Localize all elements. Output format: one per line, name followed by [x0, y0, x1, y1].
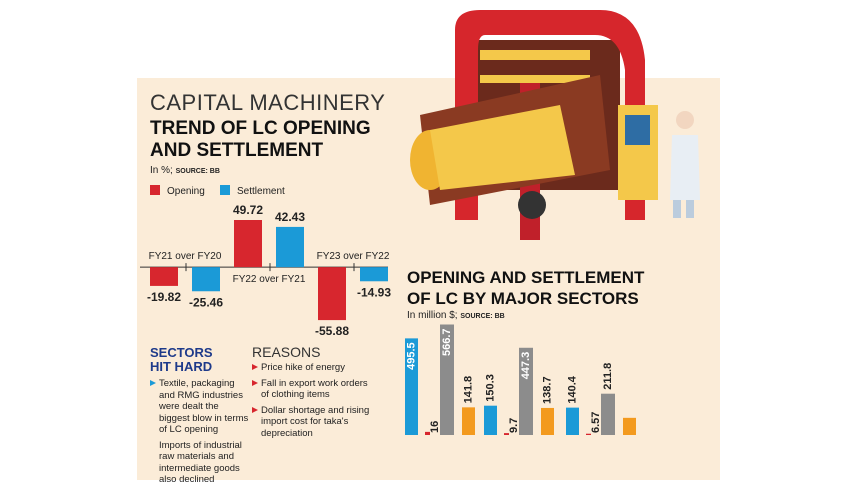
- legend-swatch: [150, 185, 160, 195]
- bullet: Imports of industrial raw materials and …: [159, 439, 242, 482]
- value-label: 42.43: [275, 210, 305, 224]
- legend-label: Settlement: [237, 186, 285, 197]
- value-label: 495.5: [405, 342, 417, 370]
- bar: [504, 433, 509, 435]
- value-label: 49.72: [233, 203, 263, 217]
- bar: [519, 347, 533, 435]
- unit: In %;: [150, 165, 173, 176]
- sectors-block: SECTORS HIT HARD Textile, packaging and …: [150, 346, 250, 482]
- value-label: 138.7: [541, 376, 553, 404]
- chart-title: OPENING AND SETTLEMENT OF LC BY MAJOR SE…: [407, 268, 645, 308]
- source: SOURCE: BB: [460, 313, 505, 320]
- category-label: FY21 over FY20: [149, 251, 222, 262]
- bar: [462, 407, 475, 435]
- chart-title: TREND OF LC OPENING AND SETTLEMENT: [150, 118, 371, 161]
- bar: [440, 324, 454, 435]
- block-title: REASONS: [252, 344, 321, 360]
- bar: [276, 226, 304, 268]
- bar: [541, 407, 554, 435]
- value-label: -55.88: [315, 324, 349, 338]
- value-label: -25.46: [189, 295, 223, 309]
- bar: [601, 393, 615, 435]
- bullet: Dollar shortage and rising import cost f…: [252, 405, 377, 440]
- value-label: -14.93: [357, 285, 391, 299]
- bar: [234, 220, 262, 268]
- bullet: Textile, packaging and RMG industries we…: [150, 378, 250, 436]
- value-label: 211.8: [602, 363, 614, 390]
- value-label: 566.7: [441, 328, 453, 356]
- bar: [405, 338, 418, 435]
- block-title: SECTORS HIT HARD: [150, 345, 213, 374]
- kicker: CAPITAL MACHINERY: [150, 90, 386, 115]
- value-label: -19.82: [147, 290, 181, 304]
- bar: [360, 267, 388, 282]
- value-label: 447.3: [520, 352, 532, 380]
- loom: [410, 10, 700, 240]
- value-label: 150.3: [484, 374, 496, 402]
- value-label: 140.4: [566, 375, 578, 403]
- bar: [192, 267, 220, 292]
- bullet: Price hike of energy: [252, 362, 377, 374]
- subtitle: In million $; SOURCE: BB: [407, 310, 505, 321]
- bar: [566, 407, 579, 435]
- subtitle: In %; SOURCE: BB: [150, 165, 220, 176]
- legend-swatch: [220, 185, 230, 195]
- bar: [586, 433, 591, 435]
- bar: [484, 405, 497, 435]
- bar: [150, 267, 178, 286]
- category-label: FY22 over FY21: [233, 274, 306, 285]
- bullet: Fall in export work orders of clothing i…: [252, 378, 377, 401]
- value-label: 16: [429, 421, 441, 433]
- source: SOURCE: BB: [175, 168, 220, 175]
- bar: [425, 431, 430, 435]
- category-label: FY23 over FY22: [317, 251, 390, 262]
- legend-label: Opening: [167, 186, 205, 197]
- value-label: 6.57: [590, 412, 602, 433]
- reasons-block: REASONS Price hike of energy Fall in exp…: [252, 344, 377, 443]
- bar: [318, 267, 346, 321]
- unit: In million $;: [407, 310, 458, 321]
- value-label: 141.8: [462, 376, 474, 404]
- bar: [623, 417, 636, 435]
- value-label: 9.7: [508, 418, 520, 433]
